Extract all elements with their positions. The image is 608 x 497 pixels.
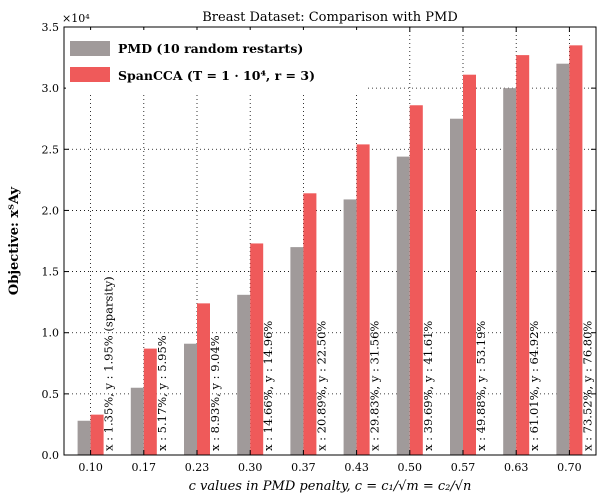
legend-swatch-spancca xyxy=(70,67,110,82)
bar-spancca-0.70 xyxy=(569,45,583,455)
sparsity-label: x : 73.52%, y : 76.80% xyxy=(580,321,594,451)
sparsity-label: x : 49.88%, y : 53.19% xyxy=(474,321,488,451)
y-tick-label: 0.0 xyxy=(42,449,60,462)
sparsity-label: x : 39.69%, y : 41.61% xyxy=(421,321,435,451)
legend: PMD (10 random restarts) SpanCCA (T = 1 … xyxy=(66,30,366,95)
plot-frame xyxy=(63,26,597,456)
bar-pmd-0.37 xyxy=(290,247,304,455)
y-multiplier: ×10⁴ xyxy=(62,12,90,25)
bar-pmd-0.17 xyxy=(130,387,144,455)
sparsity-label: x : 8.93%, y : 9.04% xyxy=(208,335,222,451)
bar-pmd-0.30 xyxy=(237,294,251,455)
y-tick-label: 1.0 xyxy=(42,327,60,340)
x-tick-label: 0.70 xyxy=(557,461,582,474)
sparsity-label: x : 29.83%, y : 31.56% xyxy=(368,321,382,451)
x-tick-label: 0.63 xyxy=(504,461,529,474)
chart-title: Breast Dataset: Comparison with PMD xyxy=(202,10,458,25)
x-tick-label: 0.43 xyxy=(344,461,369,474)
bar-spancca-0.10 xyxy=(90,414,104,455)
bar-spancca-0.30 xyxy=(250,243,264,455)
bar-pmd-0.70 xyxy=(556,63,570,455)
sparsity-label: x : 61.01%, y : 64.92% xyxy=(527,321,541,451)
sparsity-label: x : 1.35%, y : 1.95% (sparsity) xyxy=(102,276,116,451)
bar-pmd-0.10 xyxy=(77,420,91,455)
y-tick-label: 0.5 xyxy=(42,388,60,401)
legend-label-pmd: PMD (10 random restarts) xyxy=(118,41,303,56)
y-tick-label: 2.0 xyxy=(42,204,60,217)
x-tick-label: 0.30 xyxy=(238,461,263,474)
bar-spancca-0.37 xyxy=(303,193,317,455)
legend-frame xyxy=(66,30,366,95)
sparsity-label: x : 20.89%, y : 22.50% xyxy=(314,321,328,451)
legend-label-spancca: SpanCCA (T = 1 · 10⁴, r = 3) xyxy=(118,68,315,83)
legend-swatch-pmd xyxy=(70,41,110,56)
x-tick-label: 0.23 xyxy=(185,461,210,474)
x-axis-label: c values in PMD penalty, c = c₁/√m = c₂/… xyxy=(189,479,472,494)
x-tick-label: 0.17 xyxy=(132,461,157,474)
x-tick-label: 0.37 xyxy=(291,461,316,474)
y-tick-label: 3.0 xyxy=(42,82,60,95)
bar-pmd-0.23 xyxy=(184,343,197,455)
bar-pmd-0.57 xyxy=(450,118,463,455)
sparsity-annotations: x : 1.35%, y : 1.95% (sparsity) x : 5.17%… xyxy=(102,276,595,451)
bar-spancca-0.43 xyxy=(356,144,370,455)
bar-pmd-0.43 xyxy=(343,199,357,455)
x-tick-label: 0.57 xyxy=(451,461,476,474)
x-tick-label: 0.10 xyxy=(78,461,103,474)
y-tick-label: 2.5 xyxy=(42,143,60,156)
sparsity-label: x : 14.66%, y : 14.96% xyxy=(261,321,275,451)
bar-spancca-0.63 xyxy=(516,55,530,456)
bar-spancca-0.17 xyxy=(143,348,157,455)
bar-spancca-0.50 xyxy=(409,105,423,456)
y-tick-label: 1.5 xyxy=(42,266,60,279)
y-axis-label: Objective: xᵀAy xyxy=(7,186,22,295)
axis-ticks: 0.0 0.5 1.0 1.5 2.0 2.5 3.0 3.5 0.10 0.17 0.23 0.30… xyxy=(42,21,596,474)
sparsity-label: x : 5.17%, y : 5.95% xyxy=(155,335,169,451)
y-tick-label: 3.5 xyxy=(42,21,60,34)
x-tick-label: 0.50 xyxy=(398,461,423,474)
bars xyxy=(77,45,583,456)
bar-pmd-0.63 xyxy=(503,88,517,456)
bar-spancca-0.57 xyxy=(463,74,476,455)
bar-pmd-0.50 xyxy=(396,156,410,455)
bar-spancca-0.23 xyxy=(197,303,210,455)
